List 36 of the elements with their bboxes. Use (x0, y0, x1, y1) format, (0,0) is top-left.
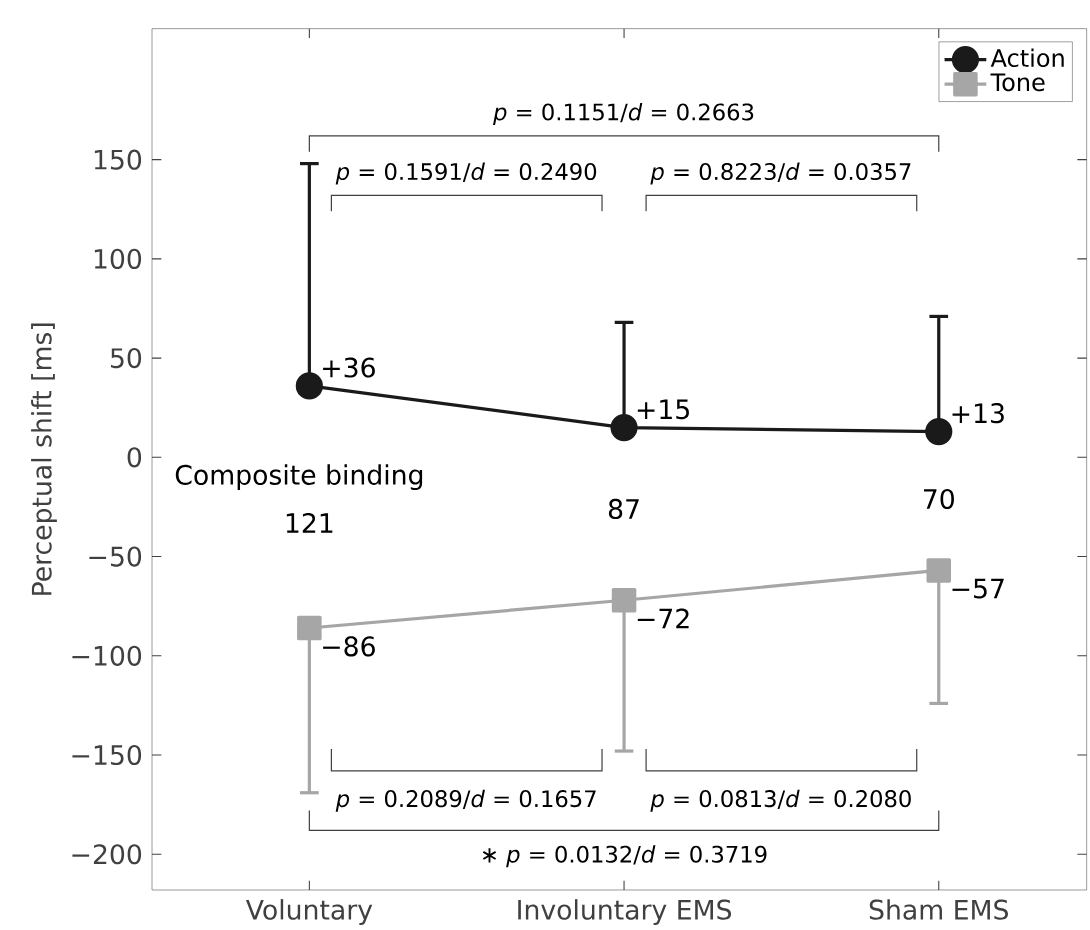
x-tick-label: Voluntary (245, 899, 373, 925)
point (926, 558, 952, 583)
annotation: 121 (286, 512, 333, 533)
y-tick-label: −200 (72, 844, 142, 865)
y-tick-label: 150 (94, 149, 142, 170)
x-tick-label: Involuntary EMS (518, 899, 732, 925)
annotation: p = 0.1591/d = 0.2490 (335, 162, 597, 185)
legend-label: Tone (990, 73, 1045, 92)
annotation: p = 0.0813/d = 0.2080 (650, 789, 911, 812)
y-tick-label: −50 (89, 546, 142, 567)
y-axis-title: Perceptual shift [ms] (31, 323, 57, 595)
legend-label: Action (990, 48, 1064, 68)
point (610, 413, 638, 442)
annotation: ∗ p = 0.0132/d = 0.3719 (482, 845, 767, 868)
data-label: +15 (637, 399, 689, 420)
y-tick-label: 50 (110, 348, 142, 369)
point (297, 615, 322, 641)
annotation: p = 0.8223/d = 0.0357 (650, 162, 911, 185)
y-tick-label: −150 (72, 744, 142, 766)
point (295, 372, 323, 400)
point (925, 417, 953, 446)
data-label: −72 (637, 608, 689, 629)
annotation: p = 0.2089/d = 0.1657 (335, 789, 596, 812)
data-label: −57 (952, 578, 1004, 599)
annotation: 87 (608, 498, 639, 520)
y-tick-label: 0 (127, 447, 142, 468)
annotation: 70 (923, 488, 954, 510)
point (611, 587, 637, 613)
data-label: +36 (323, 357, 375, 378)
y-tick-label: 100 (94, 248, 142, 269)
data-label: +13 (952, 403, 1004, 424)
data-label: −86 (323, 636, 375, 657)
x-tick-label: Sham EMS (869, 899, 1008, 920)
annotation: Composite binding (175, 464, 423, 491)
y-tick-label: −100 (72, 645, 142, 666)
annotation: p = 0.1151/d = 0.2663 (493, 103, 754, 125)
